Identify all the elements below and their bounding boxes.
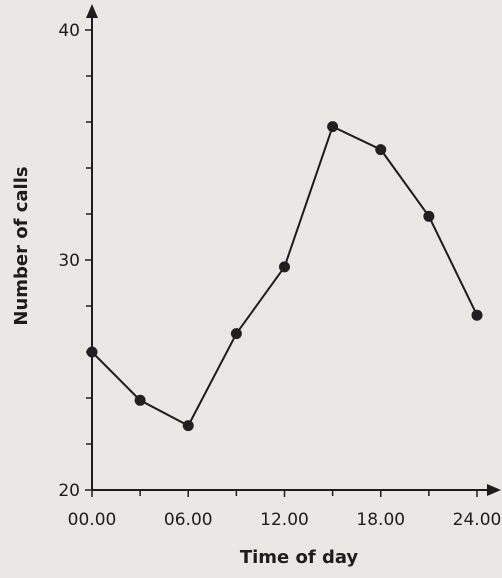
data-point [327, 121, 339, 133]
y-tick-label: 20 [58, 481, 80, 501]
ticks [85, 29, 478, 497]
x-tick-label: 06.00 [164, 510, 213, 530]
y-tick-label: 40 [58, 21, 80, 41]
y-axis-arrow-icon [86, 4, 98, 18]
data-point [230, 328, 242, 340]
data-point [279, 261, 290, 273]
data-point [375, 144, 387, 156]
x-tick-label: 12.00 [260, 510, 309, 530]
y-tick-label: 30 [58, 251, 80, 271]
x-axis-title: Time of day [240, 547, 359, 568]
x-axis-arrow-icon [487, 484, 501, 496]
x-tick-label: 18.00 [356, 510, 405, 530]
x-tick-label: 00.00 [68, 510, 117, 530]
axes [86, 4, 501, 496]
data-points [86, 121, 483, 432]
y-axis-title: Number of calls [11, 166, 32, 325]
data-point [182, 420, 194, 432]
tick-labels: 20 30 40 00.00 06.00 12.00 18.00 24.00 [58, 21, 501, 530]
data-point [471, 309, 483, 321]
data-point [423, 210, 435, 222]
x-tick-label: 24.00 [453, 510, 502, 530]
series-line [91, 125, 478, 427]
data-point [86, 346, 98, 358]
data-point [134, 394, 146, 406]
